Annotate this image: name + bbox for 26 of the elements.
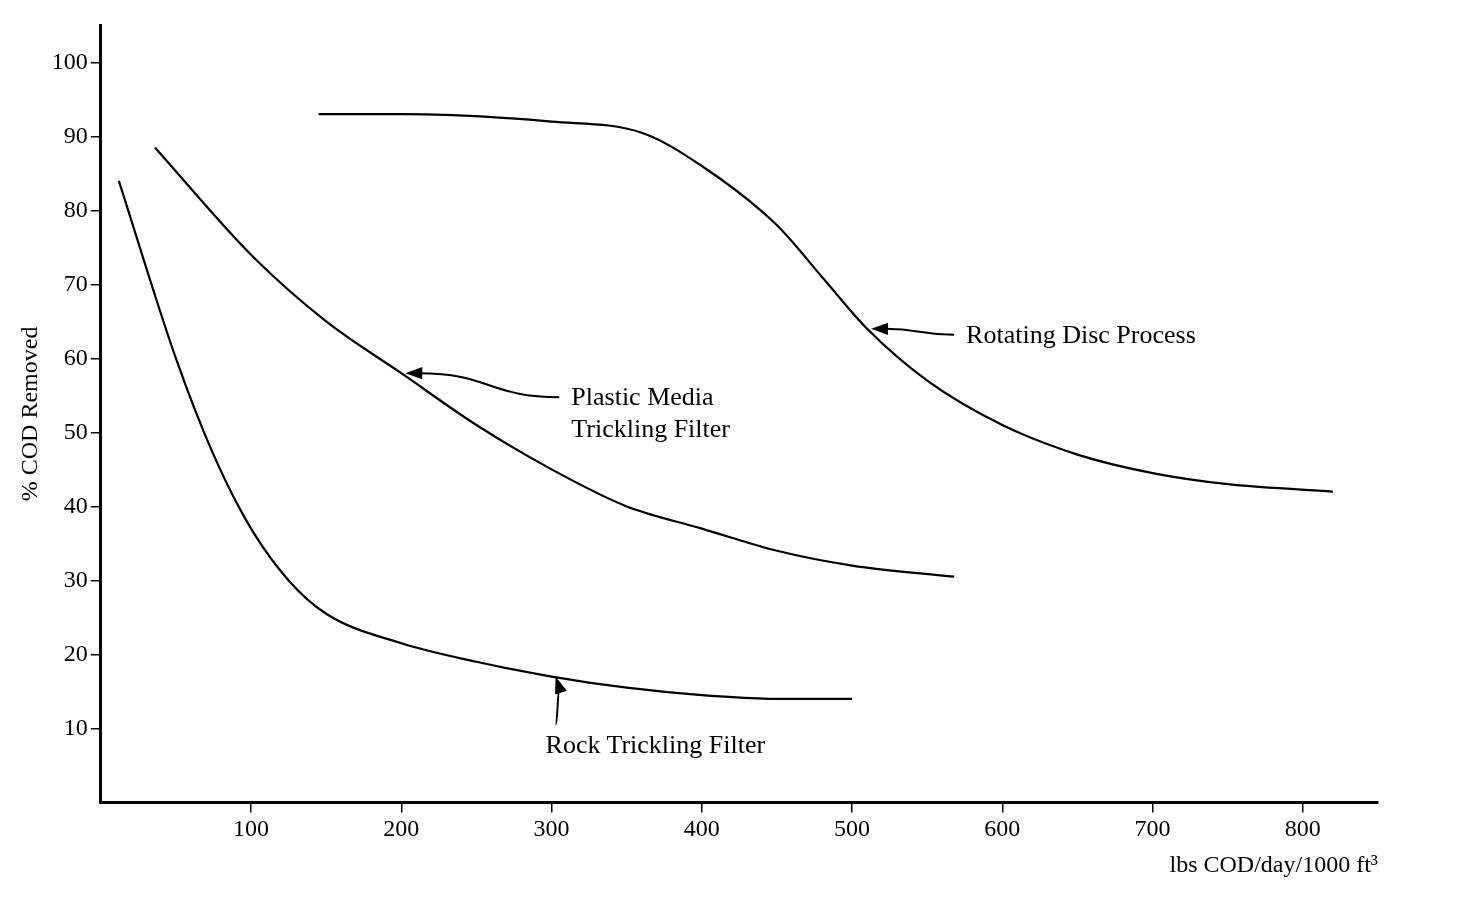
series-label: Rock Trickling Filter: [545, 728, 766, 761]
legend-label: Rotating Disc Process: [966, 318, 1196, 351]
x-tick-label: 300: [533, 815, 570, 842]
x-tick-label: 200: [383, 815, 420, 842]
x-tick-label: 500: [834, 815, 871, 842]
x-axis-title: lbs COD/day/1000 ft³: [1169, 850, 1378, 877]
line-series: [117, 179, 854, 700]
line-series: [317, 113, 1335, 493]
y-tick-label: 90: [63, 121, 88, 148]
x-tick-label: 700: [1134, 815, 1171, 842]
x-tick-label: 600: [984, 815, 1021, 842]
y-tick-label: 30: [63, 565, 88, 592]
x-tick-label: 800: [1284, 815, 1321, 842]
y-tick-label: 100: [51, 47, 88, 74]
y-axis-title: % COD Removed: [15, 326, 42, 502]
y-tick-label: 40: [63, 491, 88, 518]
y-tick-label: 10: [63, 713, 88, 740]
y-tick-label: 70: [63, 269, 88, 296]
line-series: [153, 146, 956, 578]
x-tick-label: 100: [233, 815, 270, 842]
series-label: Plastic Media Trickling Filter: [571, 381, 730, 446]
x-tick-label: 400: [683, 815, 720, 842]
y-tick-label: 60: [63, 343, 88, 370]
y-tick-label: 80: [63, 195, 88, 222]
y-tick-label: 20: [63, 639, 88, 666]
y-tick-label: 50: [63, 417, 88, 444]
